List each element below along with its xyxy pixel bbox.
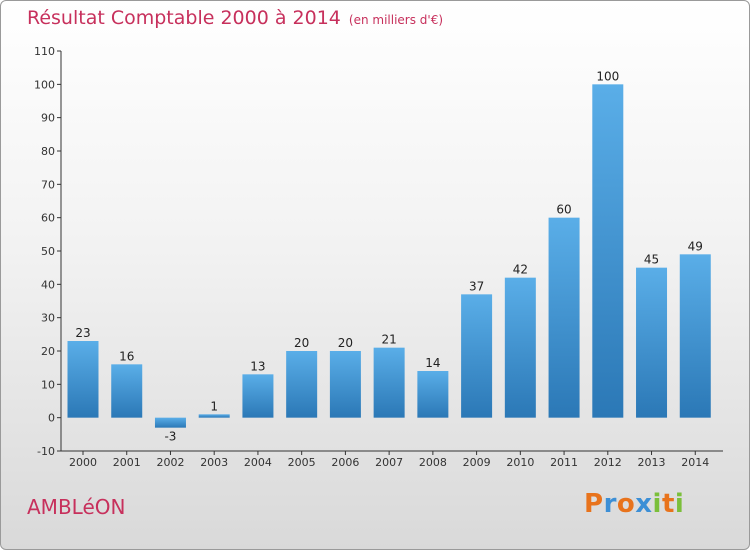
commune-name: AMBLéON (27, 495, 126, 519)
y-tick-label: 80 (41, 145, 55, 158)
bar-value-label: 37 (469, 279, 484, 293)
bar-value-label: 21 (381, 333, 396, 347)
bar-value-label: 42 (513, 263, 528, 277)
bar (329, 351, 361, 418)
y-tick-label: 40 (41, 278, 55, 291)
chart-title: Résultat Comptable 2000 à 2014 (en millie… (27, 7, 443, 29)
x-tick-label: 2011 (550, 456, 578, 469)
bar (67, 341, 99, 418)
bar (198, 414, 230, 418)
x-tick-label: 2013 (638, 456, 666, 469)
y-tick-label: 0 (48, 412, 55, 425)
bar (548, 217, 580, 418)
x-tick-label: 2012 (594, 456, 622, 469)
y-tick-label: -10 (37, 445, 55, 458)
bar (636, 267, 668, 418)
x-tick-label: 2005 (288, 456, 316, 469)
logo-letter: i (674, 489, 685, 519)
bar-value-label: 100 (596, 69, 619, 83)
bar-value-label: 23 (75, 326, 90, 340)
bar-value-label: 45 (644, 253, 659, 267)
bar (154, 417, 186, 428)
bar-value-label: 14 (425, 356, 440, 370)
y-tick-label: 70 (41, 178, 55, 191)
bar (461, 294, 493, 418)
bar-value-label: -3 (164, 430, 176, 444)
bar (111, 364, 143, 418)
bar-value-label: 1 (210, 399, 218, 413)
x-tick-label: 2009 (463, 456, 491, 469)
bar-value-label: 16 (119, 349, 134, 363)
bar-value-label: 20 (294, 336, 309, 350)
bar (286, 351, 318, 418)
chart-subtitle: (en milliers d'€) (348, 13, 444, 27)
x-tick-label: 2010 (506, 456, 534, 469)
y-tick-label: 10 (41, 378, 55, 391)
y-tick-label: 30 (41, 312, 55, 325)
proxiti-logo: Proxiti (584, 489, 684, 519)
x-tick-label: 2001 (113, 456, 141, 469)
logo-letter: i (652, 489, 662, 519)
y-tick-label: 50 (41, 245, 55, 258)
logo-letter: P (584, 489, 604, 519)
x-tick-label: 2008 (419, 456, 447, 469)
x-tick-label: 2006 (331, 456, 359, 469)
x-tick-label: 2014 (681, 456, 709, 469)
bar (373, 347, 405, 418)
chart-title-text: Résultat Comptable 2000 à 2014 (27, 7, 341, 29)
bar-value-label: 49 (688, 239, 703, 253)
bar (417, 371, 449, 418)
bar (592, 84, 624, 418)
logo-letter: o (616, 489, 636, 519)
bar (242, 374, 274, 418)
bar-value-label: 60 (556, 203, 571, 217)
y-tick-label: 110 (34, 45, 55, 58)
logo-letter: x (635, 489, 653, 519)
y-tick-label: 60 (41, 212, 55, 225)
bar-value-label: 13 (250, 359, 265, 373)
bar (679, 254, 711, 418)
logo-letter: r (603, 489, 617, 519)
x-tick-label: 2002 (156, 456, 184, 469)
x-tick-label: 2003 (200, 456, 228, 469)
bar (504, 277, 536, 418)
x-tick-label: 2000 (69, 456, 97, 469)
y-tick-label: 20 (41, 345, 55, 358)
x-tick-label: 2007 (375, 456, 403, 469)
bar-value-label: 20 (338, 336, 353, 350)
y-tick-label: 90 (41, 112, 55, 125)
logo-letter: t (661, 489, 675, 519)
y-tick-label: 100 (34, 78, 55, 91)
x-tick-label: 2004 (244, 456, 272, 469)
